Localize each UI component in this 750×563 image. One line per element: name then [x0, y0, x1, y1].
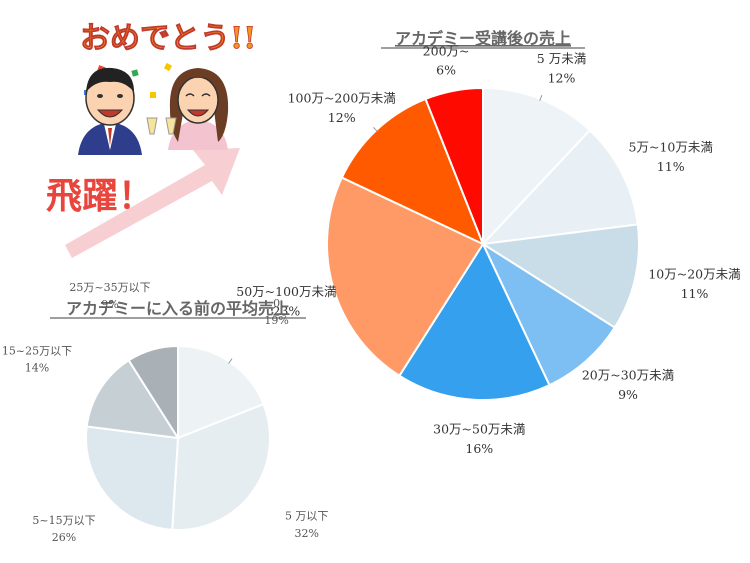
chart-title: アカデミー受講後の売上: [395, 29, 571, 48]
slice-value-label: 11%: [657, 159, 685, 174]
pie-chart-before-academy: アカデミーに入る前の平均売上 0 19% 5 万以下 32% 5~15万以下 26% 15~…: [2, 281, 329, 544]
slice-category-label: 50万~100万未満: [236, 284, 336, 299]
slice-value-label: 26%: [52, 531, 76, 544]
slice-value-label: 23%: [273, 303, 301, 318]
slice-value-label: 9%: [618, 387, 638, 402]
slice-value-label: 19%: [264, 314, 288, 327]
celebration-illustration: [65, 62, 240, 258]
pie-slice: [127, 344, 179, 442]
man-figure: [78, 67, 142, 155]
pie-slice: [326, 176, 485, 378]
pie-slice: [480, 223, 641, 329]
woman-figure: [168, 68, 229, 150]
growth-arrow-icon: [65, 148, 240, 258]
slice-category-label: 5 万未満: [537, 51, 586, 66]
slice-category-label: 10万~20万未満: [648, 267, 740, 282]
slice-category-label: 15~25万以下: [2, 345, 72, 358]
slice-category-label: 200万~: [423, 43, 470, 58]
slice-value-label: 12%: [548, 70, 576, 85]
pie-slice: [85, 358, 180, 440]
leader-line: [228, 358, 233, 364]
slice-value-label: 6%: [436, 63, 456, 78]
slice-category-label: 5万~10万未満: [629, 140, 713, 155]
pie-slice: [424, 86, 484, 245]
slice-category-label: 0: [273, 297, 280, 310]
slice-category-label: 5 万以下: [285, 510, 329, 523]
slice-value-label: 16%: [465, 441, 493, 456]
pie-slice: [85, 425, 180, 531]
pie-slice: [480, 241, 617, 387]
slice-value-label: 11%: [681, 286, 709, 301]
pie-slice: [171, 402, 271, 531]
leader-line: [373, 127, 378, 133]
chart-title: アカデミーに入る前の平均売上: [66, 299, 290, 318]
slice-category-label: 20万~30万未満: [582, 368, 674, 383]
greeting-text: おめでとう!!: [80, 21, 256, 56]
slice-value-label: 9%: [101, 298, 118, 311]
slice-category-label: 25万~35万以下: [69, 281, 150, 294]
slice-value-label: 32%: [294, 527, 318, 540]
headline-text: 飛躍！: [46, 175, 154, 217]
slice-category-label: 30万~50万未満: [433, 422, 525, 437]
pie-slice: [480, 128, 639, 246]
pie-slice: [398, 241, 551, 401]
leader-line: [539, 95, 543, 101]
slice-category-label: 5~15万以下: [32, 514, 95, 527]
pie-chart-after-academy: アカデミー受講後の売上 5 万未満 12% 5万~10万未満 11% 10万~20万未満…: [236, 29, 740, 456]
slice-value-label: 14%: [25, 362, 49, 375]
slice-category-label: 100万~200万未満: [288, 90, 396, 105]
slice-value-label: 12%: [328, 110, 356, 125]
